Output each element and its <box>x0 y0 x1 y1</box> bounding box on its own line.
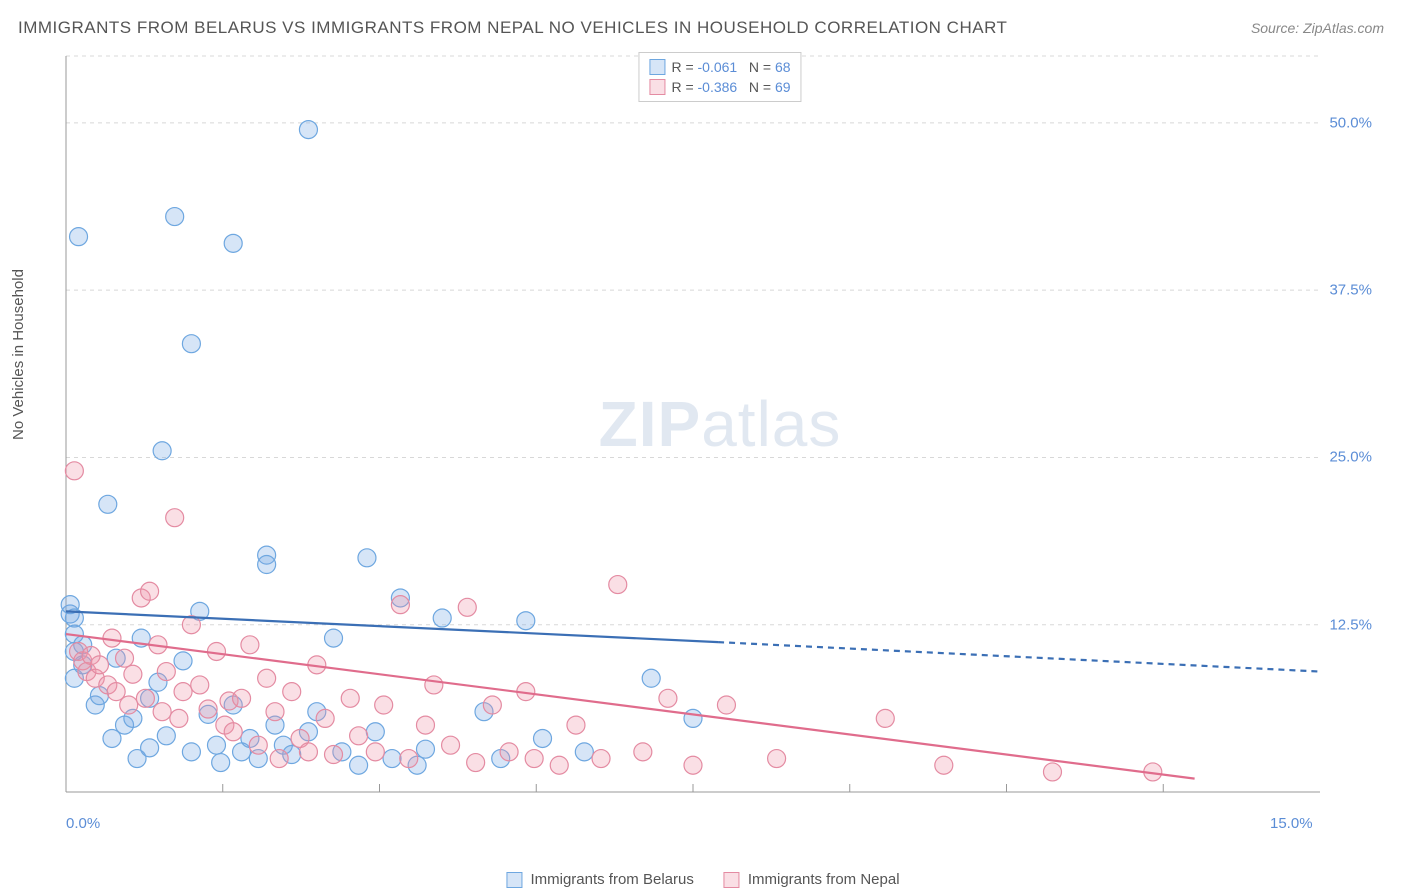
ytick-label: 37.5% <box>1329 282 1372 299</box>
ytick-label: 25.0% <box>1329 449 1372 466</box>
ytick-label: 12.5% <box>1329 616 1372 633</box>
legend-swatch <box>724 872 740 888</box>
ytick-label: 50.0% <box>1329 114 1372 131</box>
scatter-chart-svg <box>60 50 1380 830</box>
chart-title: IMMIGRANTS FROM BELARUS VS IMMIGRANTS FR… <box>18 18 1007 38</box>
xtick-label: 0.0% <box>66 815 100 832</box>
legend-item: Immigrants from Nepal <box>724 871 900 888</box>
chart-area: ZIPatlas 50.0%37.5%25.0%12.5% 0.0%15.0% … <box>60 50 1380 830</box>
legend-item: Immigrants from Belarus <box>506 871 693 888</box>
xtick-label: 15.0% <box>1270 815 1313 832</box>
correlation-row: R = -0.061 N = 68 <box>649 57 790 77</box>
legend-swatch <box>506 872 522 888</box>
correlation-text: R = -0.061 N = 68 <box>671 59 790 75</box>
series-legend: Immigrants from Belarus Immigrants from N… <box>506 871 899 888</box>
correlation-row: R = -0.386 N = 69 <box>649 77 790 97</box>
correlation-legend: R = -0.061 N = 68 R = -0.386 N = 69 <box>638 52 801 102</box>
legend-label: Immigrants from Belarus <box>530 871 693 888</box>
source-label: Source: ZipAtlas.com <box>1251 20 1384 36</box>
legend-label: Immigrants from Nepal <box>748 871 900 888</box>
y-axis-label: No Vehicles in Household <box>10 269 27 440</box>
correlation-text: R = -0.386 N = 69 <box>671 79 790 95</box>
legend-swatch <box>649 59 665 75</box>
legend-swatch <box>649 79 665 95</box>
